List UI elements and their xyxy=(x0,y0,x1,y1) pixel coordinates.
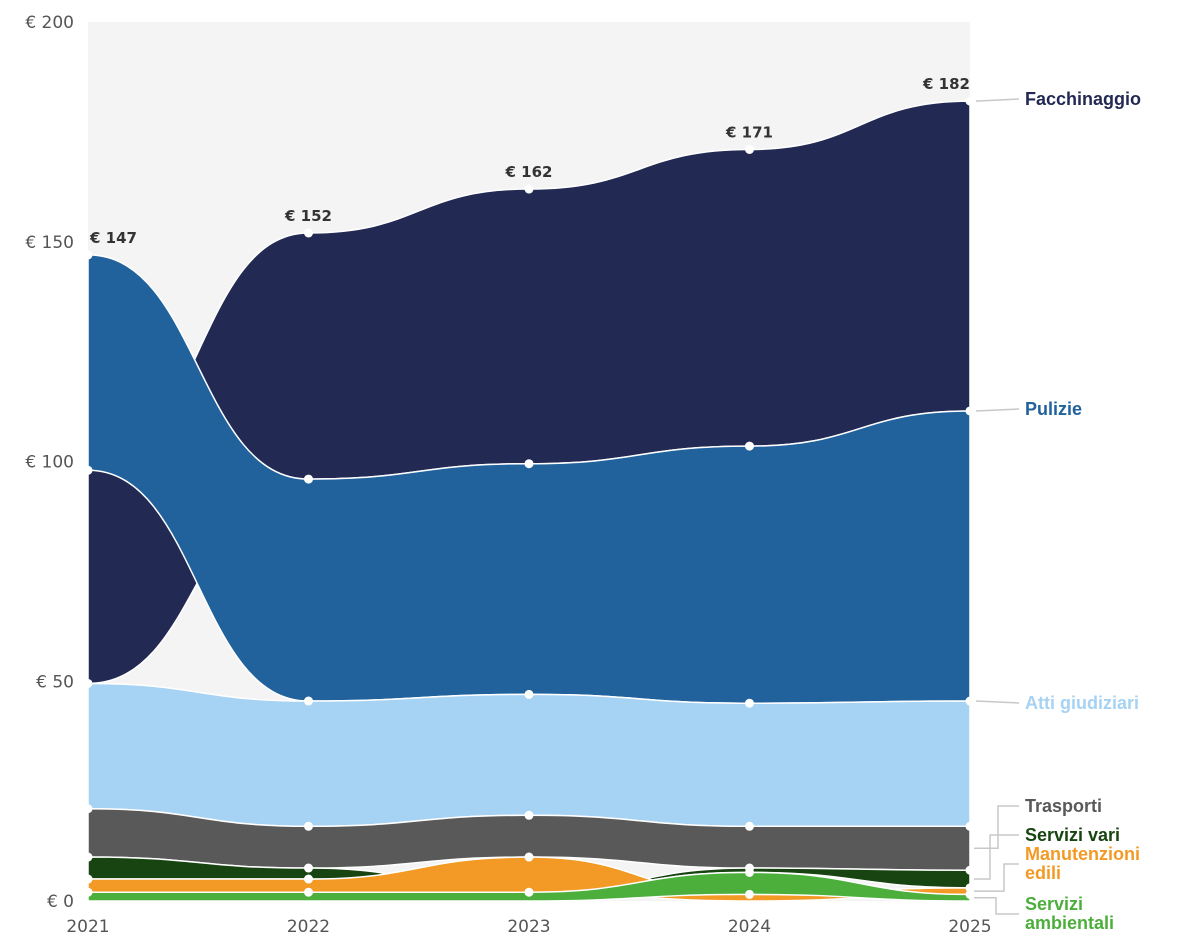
data-point xyxy=(745,863,754,873)
legend-label-trasporti: Trasporti xyxy=(1025,796,1102,816)
data-point xyxy=(745,441,754,451)
y-tick-label: € 0 xyxy=(47,892,74,912)
total-label: € 147 xyxy=(89,229,137,247)
data-point xyxy=(83,874,93,884)
y-tick-label: € 200 xyxy=(25,13,74,33)
area-atti-giudiziari xyxy=(87,682,971,828)
data-point xyxy=(304,474,313,484)
data-point xyxy=(524,887,534,897)
total-label: € 152 xyxy=(284,207,332,225)
data-point xyxy=(304,228,313,238)
data-point xyxy=(965,889,975,899)
total-label: € 182 xyxy=(922,75,970,93)
data-point xyxy=(83,250,93,260)
data-point xyxy=(524,852,534,862)
data-point xyxy=(83,852,93,862)
y-axis: € 0 € 50 € 100 € 150 € 200 xyxy=(25,13,74,912)
data-point xyxy=(524,184,534,194)
x-axis: 2021 2022 2023 2024 2025 xyxy=(66,917,991,937)
x-tick-label: 2025 xyxy=(948,917,991,937)
legend-leader-line xyxy=(974,834,1019,880)
data-point xyxy=(965,96,975,106)
legend-label-atti-giudiziari: Atti giudiziari xyxy=(1025,693,1139,713)
legend-leader-line xyxy=(974,805,1019,850)
legend-label-facchinaggio: Facchinaggio xyxy=(1025,89,1141,109)
data-point xyxy=(965,883,975,893)
data-point xyxy=(965,696,975,706)
data-point xyxy=(745,144,754,154)
x-tick-label: 2023 xyxy=(507,917,550,937)
legend-leader-line xyxy=(975,98,1020,102)
data-point xyxy=(83,678,93,688)
data-point xyxy=(745,821,754,831)
x-tick-label: 2022 xyxy=(287,917,330,937)
x-tick-label: 2021 xyxy=(66,917,109,937)
data-point xyxy=(304,696,313,706)
legend-label-servizi-vari: Servizi vari xyxy=(1025,825,1120,845)
total-label: € 162 xyxy=(505,163,553,181)
y-tick-label: € 50 xyxy=(36,672,74,692)
x-tick-label: 2024 xyxy=(728,917,771,937)
legend-leader-line xyxy=(975,700,1020,704)
data-point xyxy=(83,887,93,897)
data-point xyxy=(83,465,93,475)
legend: Facchinaggio Pulizie Atti giudiziari Traspo… xyxy=(974,89,1141,933)
data-point xyxy=(83,804,93,814)
data-point xyxy=(304,874,313,884)
data-points xyxy=(83,96,975,899)
data-point xyxy=(304,863,313,873)
total-labels: € 147 € 152 € 162 € 171 € 182 xyxy=(89,75,970,247)
y-tick-label: € 150 xyxy=(25,233,74,253)
total-label: € 171 xyxy=(725,123,773,141)
legend-label-servizi-ambientali: Servizi ambientali xyxy=(1025,894,1114,933)
legend-leader-line xyxy=(974,896,1019,915)
data-point xyxy=(524,689,534,699)
legend-leader-line xyxy=(974,863,1019,892)
legend-label-manutenzioni-edili: Manutenzioni edili xyxy=(1025,844,1140,883)
data-point xyxy=(745,698,754,708)
data-point xyxy=(965,821,975,831)
data-point xyxy=(304,821,313,831)
data-point xyxy=(965,865,975,875)
data-point xyxy=(965,406,975,416)
data-point xyxy=(524,810,534,820)
legend-label-pulizie: Pulizie xyxy=(1025,399,1082,419)
data-point xyxy=(304,887,313,897)
y-tick-label: € 100 xyxy=(25,453,74,473)
data-point xyxy=(524,459,534,469)
legend-leader-line xyxy=(975,408,1020,412)
data-point xyxy=(745,889,754,899)
